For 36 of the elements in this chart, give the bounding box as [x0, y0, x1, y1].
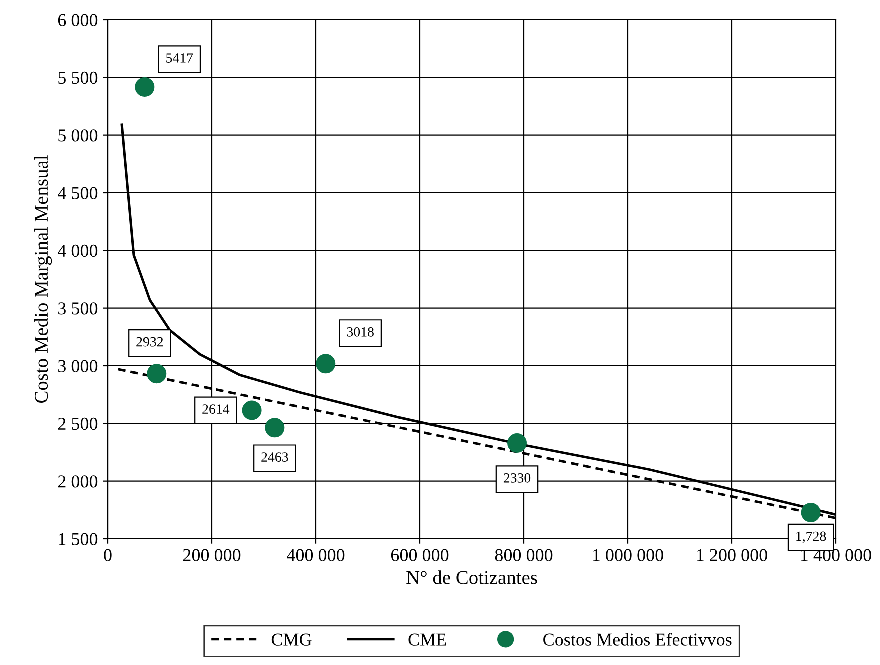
- y-tick-label: 6 000: [58, 14, 98, 26]
- y-tick-label: 5 000: [58, 130, 98, 142]
- legend-label: Costos Medios Efectivvos: [544, 633, 732, 646]
- point: [135, 77, 155, 97]
- x-tick-label: 800 000: [495, 549, 553, 562]
- y-tick-label: 4 000: [58, 244, 98, 258]
- x-tick-label: 1 000 000: [593, 549, 664, 562]
- data-label: 3018: [347, 327, 374, 337]
- y-tick-label: 5 500: [58, 72, 98, 84]
- x-axis-title: N° de Cotizantes: [406, 570, 538, 584]
- data-label: 2330: [504, 473, 531, 483]
- point: [147, 364, 167, 384]
- y-tick-label: 2 500: [58, 418, 98, 430]
- y-tick-label: 1 500: [59, 533, 98, 546]
- legend-label: CMG: [272, 634, 312, 646]
- point: [801, 502, 821, 522]
- data-label: 2614: [202, 404, 230, 414]
- point: [242, 400, 262, 420]
- data-label: 5417: [166, 54, 194, 63]
- legend-label: CME: [408, 634, 446, 646]
- x-tick-label: 600 000: [391, 549, 449, 562]
- x-tick-label: 1 200 000: [697, 549, 768, 562]
- data-label: 2932: [136, 337, 164, 347]
- y-tick-label: 4 500: [58, 187, 98, 200]
- y-tick-label: 3 000: [58, 360, 98, 372]
- x-tick-label: 200 000: [183, 549, 241, 562]
- y-tick-label: 2 000: [58, 476, 98, 488]
- data-label: 1,728: [796, 532, 826, 544]
- point: [265, 418, 285, 438]
- data-label: 2463: [262, 452, 288, 462]
- point: [316, 354, 336, 374]
- y-tick-label: 3 500: [58, 302, 98, 315]
- x-tick-label: 400 000: [287, 549, 345, 562]
- point: [507, 434, 527, 454]
- x-tick-label: 0: [104, 549, 112, 562]
- y-axis-title: Costo Medio Marginal Mensual: [34, 156, 52, 404]
